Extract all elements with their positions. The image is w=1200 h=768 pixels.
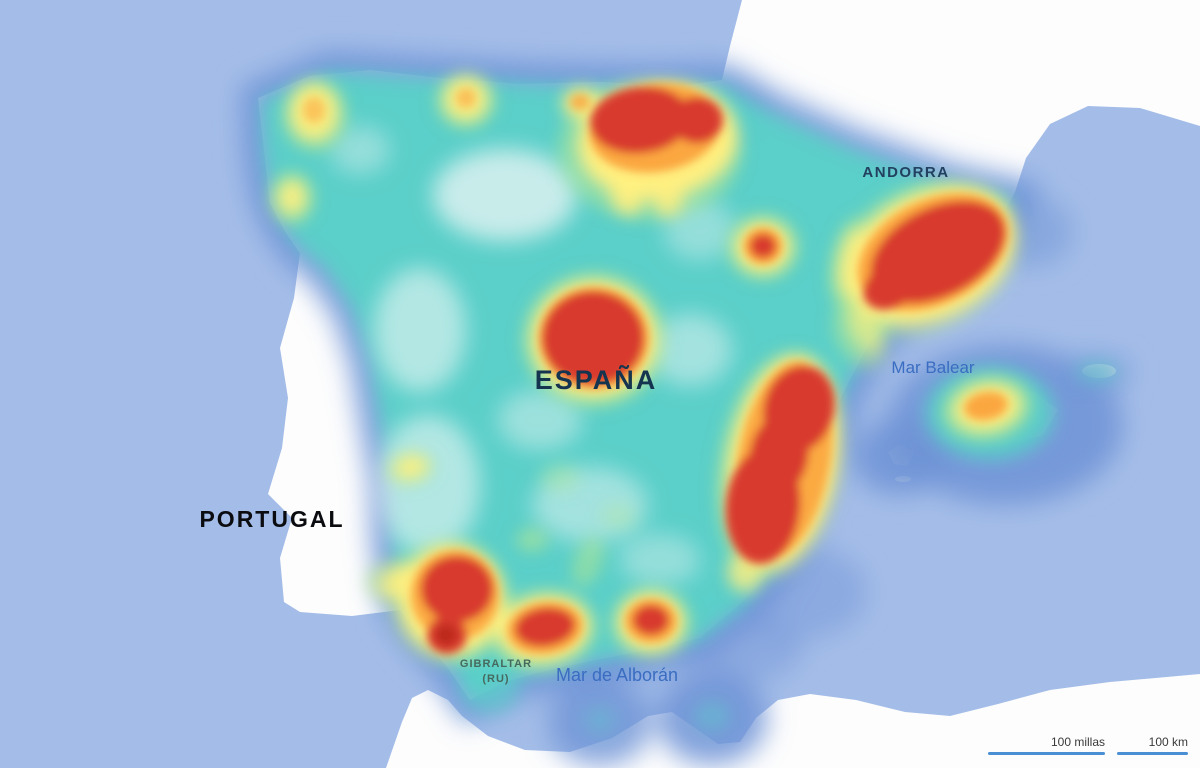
heat-blob [515,607,575,647]
africa-land [386,674,1200,768]
heat-blob [671,97,723,143]
heat-blob [433,149,577,241]
heat-blob [852,419,948,495]
scale-miles-label: 100 millas [1050,735,1105,749]
scale-km: 100 km [1117,735,1188,755]
scale-miles-bar [988,752,1105,755]
heat-blob [687,618,803,682]
heat-blob [725,448,801,564]
heat-blob [863,264,917,310]
heat-blob [421,556,493,622]
heat-blob [374,268,466,392]
heat-blob [652,166,684,218]
heat-blob [542,291,644,385]
heat-blob [964,391,1008,421]
heat-blob [278,180,306,214]
scale-miles: 100 millas [988,735,1105,755]
heat-blob [694,701,730,731]
heat-blob [376,415,480,555]
heat-blob [648,314,732,386]
france-land [722,0,1200,192]
scale-km-bar [1117,752,1188,755]
heat-blob [572,537,604,587]
heat-blob [303,97,325,123]
heat-blob [1075,361,1119,383]
heat-blob [460,662,520,714]
heat-blob [498,390,582,450]
heat-layer-core [303,83,1009,655]
heat-blob [395,455,427,479]
heat-blob [750,234,776,258]
heat-blob [516,528,548,552]
heat-blob [590,86,690,154]
heat-blob [584,707,616,733]
scale-km-label: 100 km [1148,735,1188,749]
heat-blob [456,88,476,108]
heat-blob [435,624,457,646]
heat-blob [570,94,590,110]
heat-blob [847,308,883,352]
heat-blob [610,160,646,216]
heat-blob [600,503,636,529]
heat-blob [633,605,669,635]
heat-blob [540,464,580,492]
heat-blob [330,126,390,174]
heat-blob [620,534,700,586]
